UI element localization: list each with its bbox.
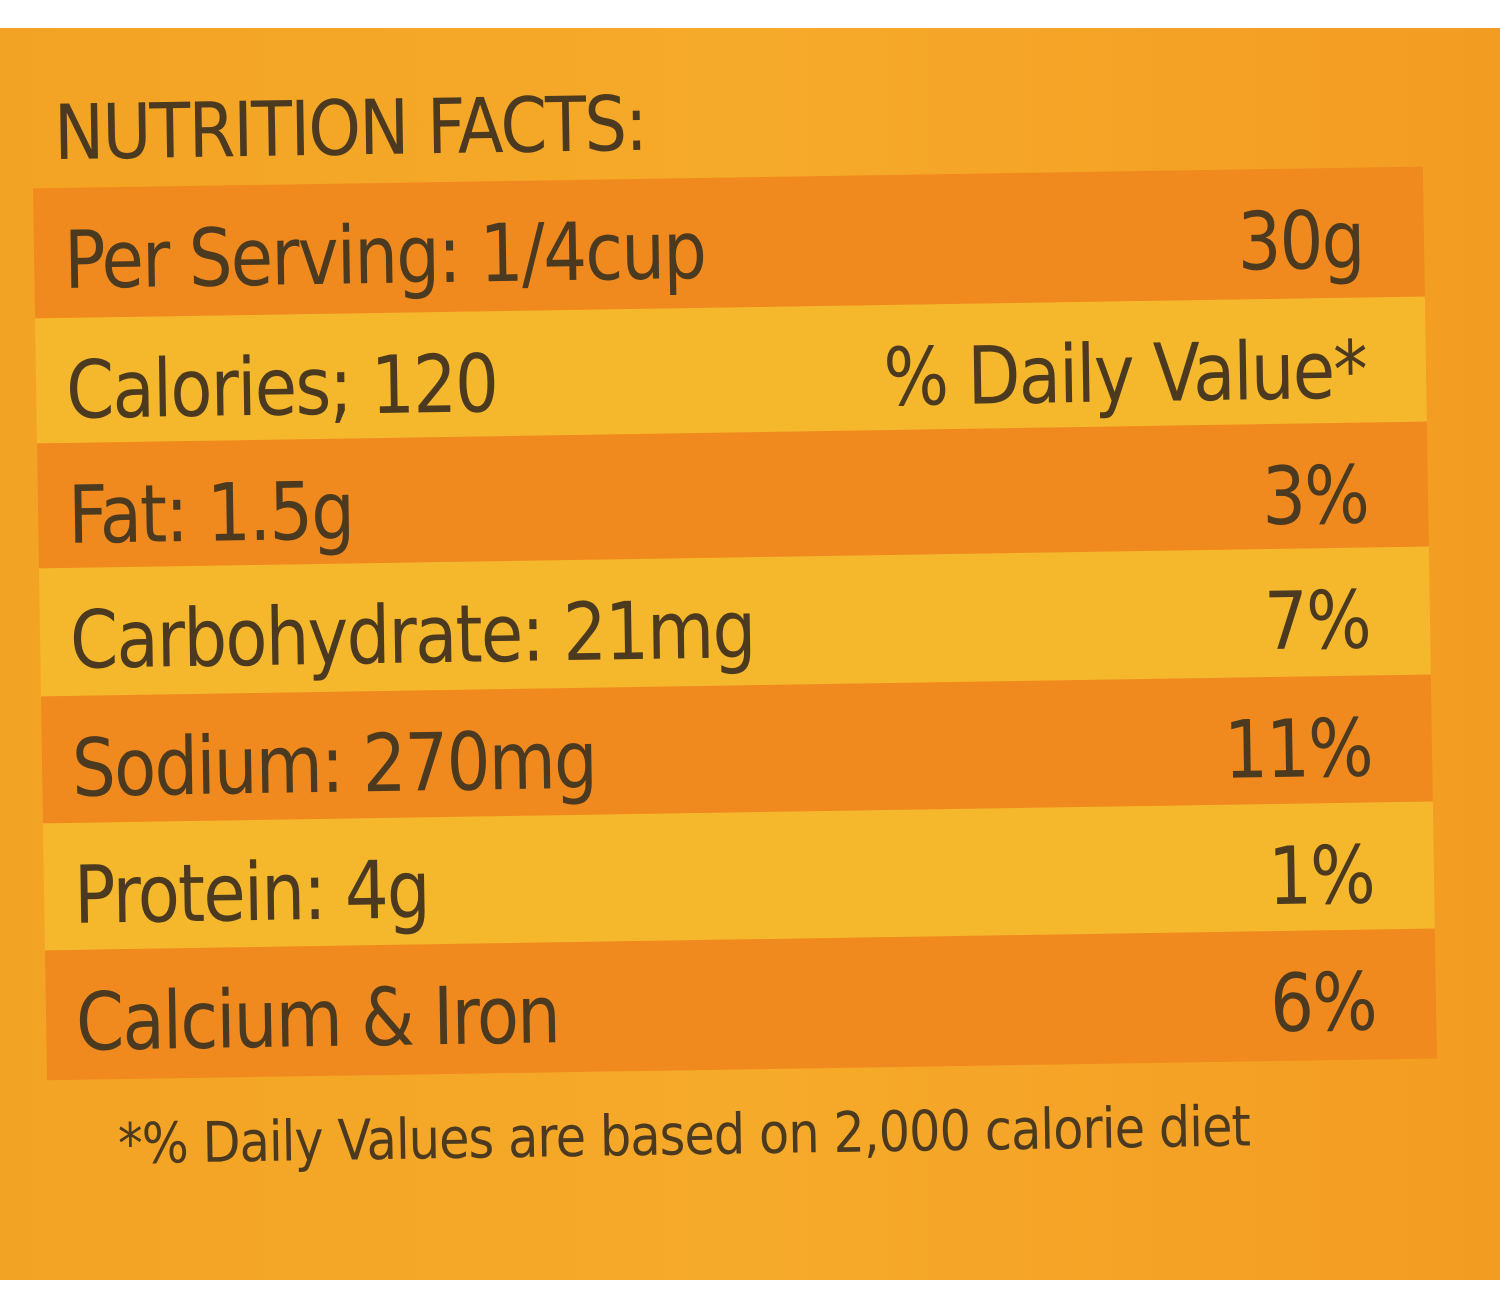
- nutrition-label: NUTRITION FACTS: Per Serving: 1/4cup 30g …: [0, 28, 1500, 1280]
- row-value: 3%: [1261, 448, 1369, 544]
- row-value: 7%: [1263, 573, 1371, 669]
- row-sodium: Sodium: 270mg 11%: [40, 674, 1433, 827]
- row-label: Calcium & Iron: [75, 968, 560, 1069]
- row-carbohydrate: Carbohydrate: 21mg 7%: [38, 546, 1431, 699]
- row-calcium-iron: Calcium & Iron 6%: [44, 928, 1437, 1081]
- row-label: Carbohydrate: 21mg: [69, 583, 756, 687]
- row-value: 11%: [1223, 701, 1373, 797]
- row-serving: Per Serving: 1/4cup 30g: [33, 166, 1425, 319]
- row-label: Protein: 4g: [73, 843, 430, 942]
- row-protein: Protein: 4g 1%: [42, 801, 1435, 954]
- row-label: Sodium: 270mg: [71, 713, 597, 815]
- row-value: 6%: [1269, 955, 1377, 1051]
- footnote: *% Daily Values are based on 2,000 calor…: [117, 1094, 1251, 1178]
- row-value: % Daily Value*: [882, 323, 1367, 425]
- row-label: Calories; 120: [65, 337, 498, 437]
- row-value: 30g: [1237, 193, 1365, 289]
- row-label: Per Serving: 1/4cup: [63, 203, 706, 307]
- row-label: Fat: 1.5g: [67, 464, 354, 562]
- label-title: NUTRITION FACTS:: [53, 78, 647, 178]
- row-value: 1%: [1267, 828, 1375, 924]
